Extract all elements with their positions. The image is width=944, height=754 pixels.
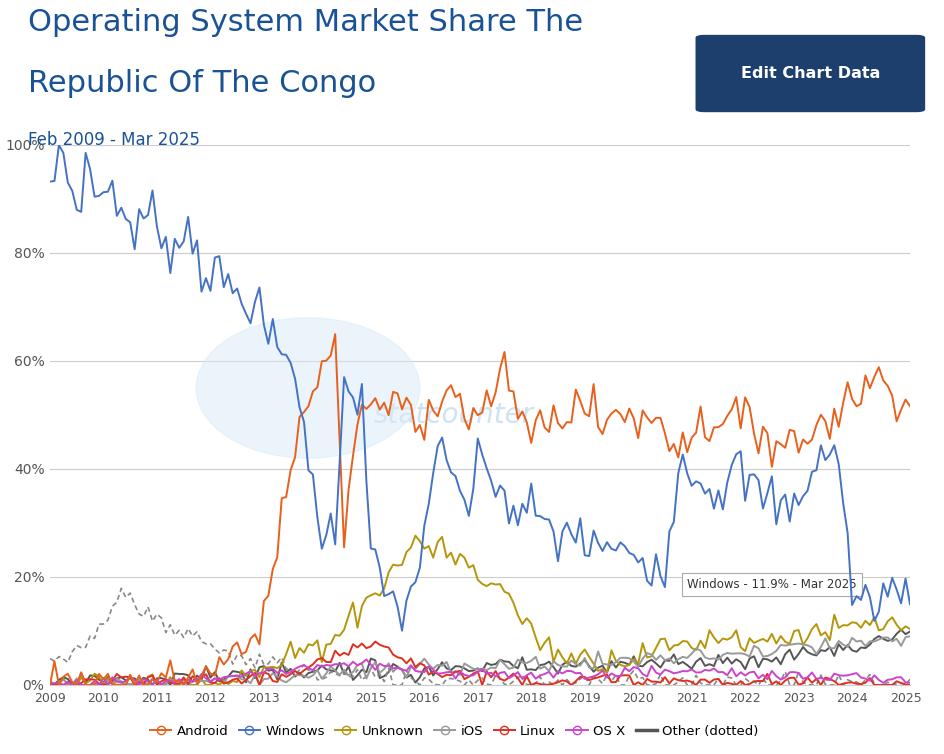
- Circle shape: [196, 317, 419, 458]
- Text: Operating System Market Share The: Operating System Market Share The: [28, 8, 582, 36]
- Text: Feb 2009 - Mar 2025: Feb 2009 - Mar 2025: [28, 130, 200, 149]
- Text: Windows - 11.9% - Mar 2025: Windows - 11.9% - Mar 2025: [686, 578, 856, 591]
- Text: Republic Of The Congo: Republic Of The Congo: [28, 69, 376, 98]
- Text: Edit Chart Data: Edit Chart Data: [740, 66, 879, 81]
- Legend: Android, Windows, Unknown, iOS, Linux, OS X, Other (dotted): Android, Windows, Unknown, iOS, Linux, O…: [144, 719, 763, 743]
- FancyBboxPatch shape: [695, 35, 924, 112]
- Text: statcounter: statcounter: [374, 401, 533, 429]
